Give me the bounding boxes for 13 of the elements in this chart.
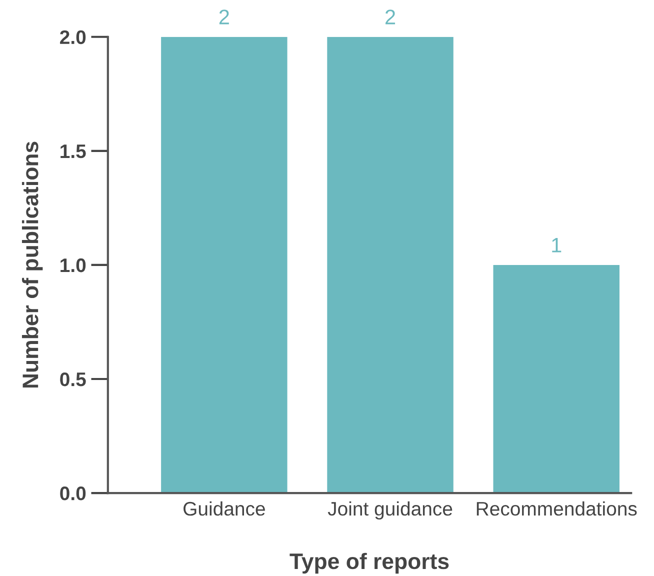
y-tick-label: 0.5	[60, 372, 86, 386]
data-label: 2	[386, 10, 396, 24]
x-tick-label: Joint guidance	[328, 501, 452, 520]
y-tick-label: 1.5	[60, 144, 86, 158]
data-label: 1	[552, 238, 562, 252]
x-tick-label: Guidance	[184, 501, 265, 516]
y-tick-label: 0.0	[60, 486, 86, 500]
y-axis-title: Number of publications	[22, 142, 43, 388]
data-label: 2	[219, 10, 229, 24]
x-axis-title: Type of reports	[290, 552, 449, 574]
x-tick-label: Recommendations	[476, 501, 637, 516]
y-tick-label: 2.0	[60, 30, 86, 44]
y-tick-label: 1.0	[60, 258, 86, 272]
